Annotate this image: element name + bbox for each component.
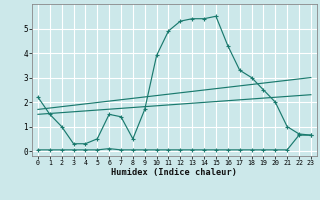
X-axis label: Humidex (Indice chaleur): Humidex (Indice chaleur): [111, 168, 237, 177]
